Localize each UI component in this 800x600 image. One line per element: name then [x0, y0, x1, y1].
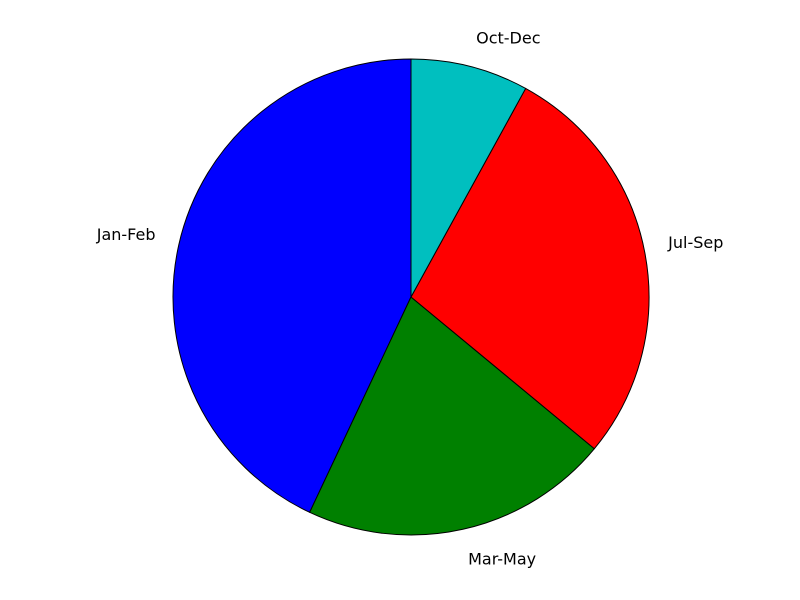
- pie-labels: Jan-Feb Mar-May Jul-Sep Oct-Dec: [96, 28, 724, 568]
- pie-label-jul-sep: Jul-Sep: [667, 233, 723, 252]
- pie-slices: [172, 58, 650, 536]
- pie-slice-mar-may: [309, 296, 595, 536]
- pie-slice-jan-feb: [172, 58, 412, 513]
- pie-slice-jul-sep: [410, 87, 650, 450]
- pie-label-oct-dec: Oct-Dec: [476, 28, 540, 47]
- pie-label-jan-feb: Jan-Feb: [96, 225, 156, 244]
- pie-slice-oct-dec: [410, 58, 527, 298]
- pie-label-mar-may: Mar-May: [468, 550, 536, 569]
